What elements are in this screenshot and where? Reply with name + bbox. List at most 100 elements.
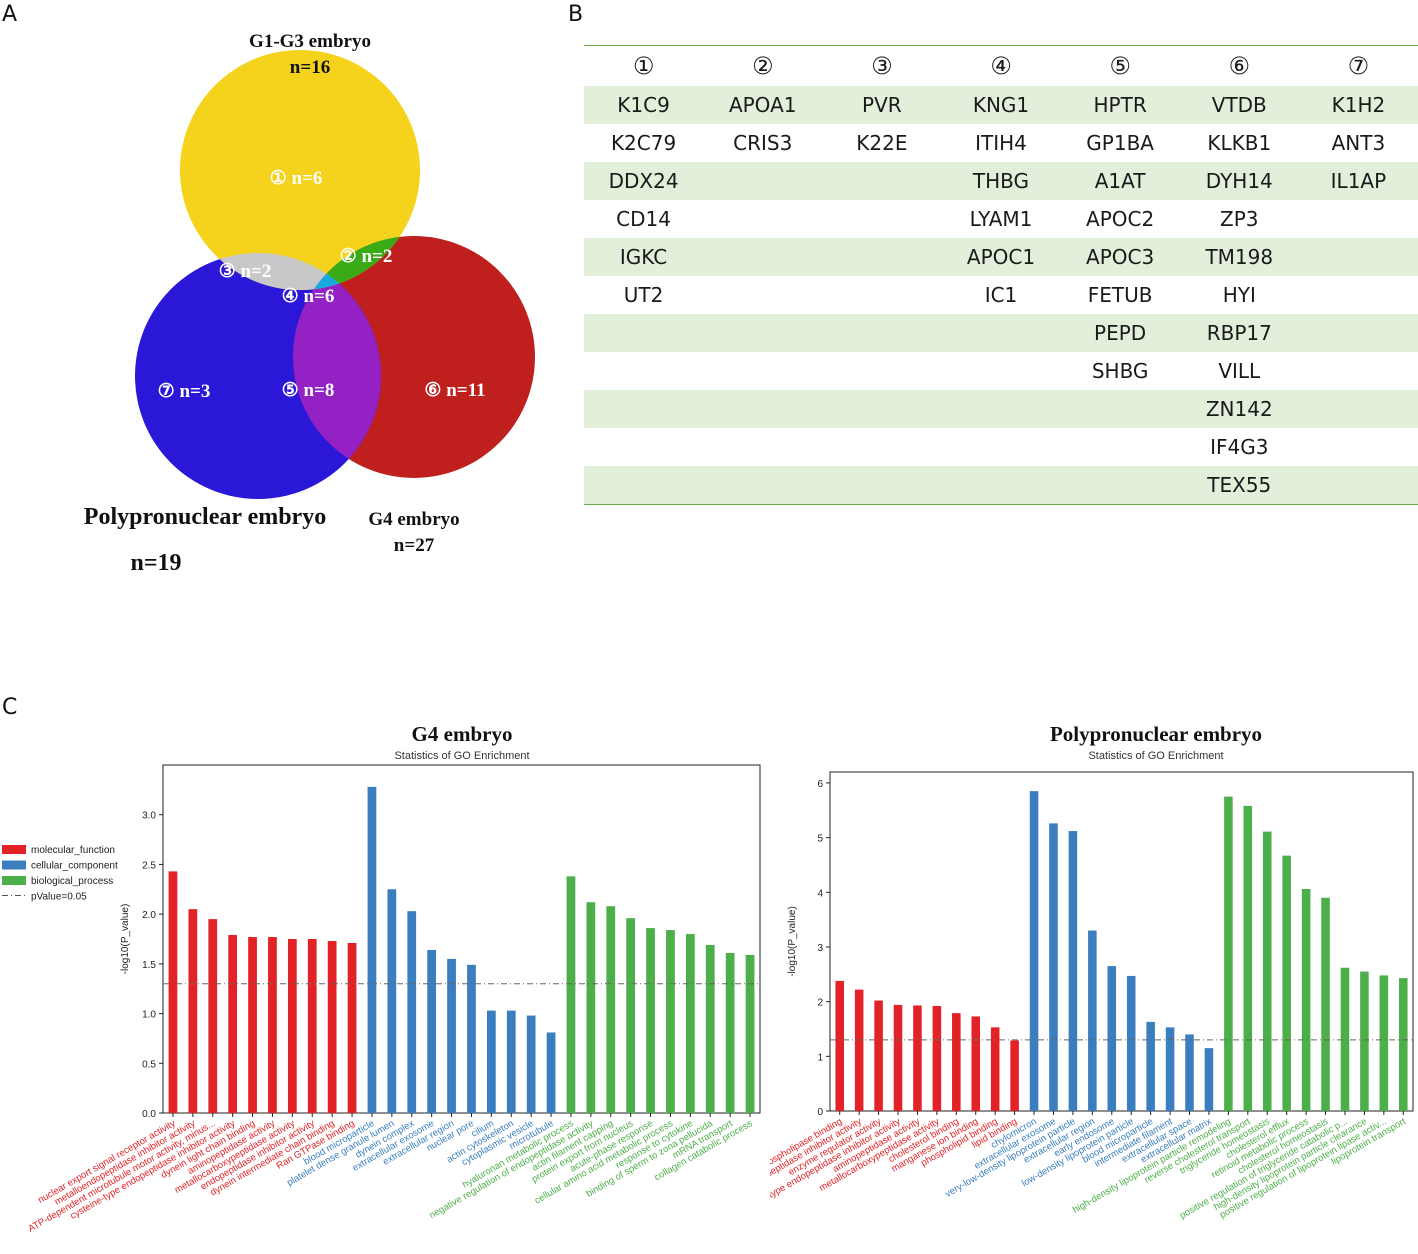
bar xyxy=(586,902,596,1113)
panel-label-c: C xyxy=(2,695,18,720)
y-tick-label: 5 xyxy=(817,834,823,845)
venn-label-7: ⑦ n=3 xyxy=(158,381,211,402)
table-cell xyxy=(941,352,1060,390)
bar xyxy=(546,1032,556,1113)
bar xyxy=(932,1006,942,1111)
table-cell xyxy=(941,314,1061,352)
table-header-6: ⑥ xyxy=(1228,52,1251,80)
bar xyxy=(705,944,715,1113)
table-header-3: ③ xyxy=(871,52,893,80)
table-row: CD14 LYAM1 APOC2 ZP3 xyxy=(584,200,1418,238)
bar xyxy=(1399,978,1408,1111)
bar xyxy=(606,906,616,1113)
table-cell xyxy=(1298,466,1418,505)
table-cell: IF4G3 xyxy=(1210,435,1269,459)
bar xyxy=(248,937,257,1113)
table-row: DDX24 THBG A1AT DYH14 IL1AP xyxy=(584,162,1418,200)
bar xyxy=(913,1005,922,1111)
bar xyxy=(208,919,218,1113)
table-cell xyxy=(584,314,704,352)
table-header-7: ⑦ xyxy=(1347,52,1370,80)
table-cell: ITIH4 xyxy=(975,131,1027,155)
table-cell xyxy=(822,428,941,466)
bar xyxy=(1126,975,1136,1111)
legend-label: cellular_component xyxy=(31,861,118,872)
table-cell: THBG xyxy=(941,162,1061,200)
table-cell: IC1 xyxy=(984,283,1018,307)
table-cell: DDX24 xyxy=(584,162,704,200)
table-row: UT2 IC1 FETUB HYI xyxy=(584,276,1418,314)
table-cell: A1AT xyxy=(1060,162,1180,200)
table-cell xyxy=(703,200,822,238)
table-cell xyxy=(1299,276,1418,314)
y-tick-label: 1.5 xyxy=(142,960,156,971)
bar xyxy=(1010,1040,1019,1111)
table-header-4: ④ xyxy=(990,52,1012,80)
table-cell xyxy=(1299,200,1418,238)
table-cell: GP1BA xyxy=(1086,131,1154,155)
y-tick-label: 0.0 xyxy=(142,1109,156,1120)
table-cell: VILL xyxy=(1218,359,1261,383)
bar xyxy=(835,980,844,1111)
bar xyxy=(990,1027,1000,1111)
bar xyxy=(971,1016,981,1111)
table-cell xyxy=(1299,428,1418,466)
bar xyxy=(1165,1027,1175,1111)
legend-swatch xyxy=(2,876,26,885)
bar xyxy=(168,871,178,1113)
table-cell: APOA1 xyxy=(703,86,823,124)
bar xyxy=(725,952,735,1113)
y-tick-label: 4 xyxy=(817,888,823,899)
bar xyxy=(387,889,397,1113)
table-cell xyxy=(822,162,942,200)
table-header-5: ⑤ xyxy=(1109,52,1131,80)
table-cell xyxy=(584,390,704,428)
plot-frame xyxy=(162,764,761,1114)
bar xyxy=(1049,823,1058,1111)
table-cell: ZN142 xyxy=(1179,390,1299,428)
table-cell xyxy=(822,314,942,352)
y-tick-label: 3 xyxy=(817,943,823,954)
table-cell: FETUB xyxy=(1087,283,1153,307)
table-cell xyxy=(1298,314,1418,352)
table-row: K2C79 CRIS3 K22E ITIH4 GP1BA KLKB1 ANT3 xyxy=(584,124,1418,162)
bar xyxy=(1379,975,1389,1111)
bar xyxy=(347,942,357,1113)
table-header-2: ② xyxy=(751,52,774,80)
plot-frame xyxy=(829,771,1414,1112)
table-cell: K1H2 xyxy=(1298,86,1418,124)
bar xyxy=(327,940,337,1113)
table-cell xyxy=(1060,466,1180,505)
bar xyxy=(228,935,238,1113)
table-cell: KLKB1 xyxy=(1207,131,1272,155)
bar xyxy=(506,1010,516,1113)
chart-title: G4 embryo xyxy=(412,722,513,746)
table-cell xyxy=(1061,428,1180,466)
panel-label-a: A xyxy=(2,2,18,27)
table-cell xyxy=(822,200,941,238)
table-cell xyxy=(703,162,823,200)
table-cell: SHBG xyxy=(1091,359,1149,383)
bar xyxy=(1185,1034,1194,1111)
bar xyxy=(952,1013,961,1111)
table-cell: ANT3 xyxy=(1331,131,1386,155)
table-cell xyxy=(703,428,822,466)
venn-circle-g1-g3 xyxy=(180,50,420,290)
table-cell xyxy=(822,466,942,505)
table-cell xyxy=(703,466,823,505)
set-n-g1-g3: n=16 xyxy=(290,57,330,78)
bar xyxy=(646,928,655,1113)
bar xyxy=(1068,831,1078,1111)
table-cell: VTDB xyxy=(1179,86,1299,124)
table-cell: CRIS3 xyxy=(733,131,793,155)
bar xyxy=(1321,897,1330,1111)
table-cell: HPTR xyxy=(1060,86,1180,124)
table-cell xyxy=(703,352,822,390)
bar xyxy=(745,954,755,1113)
bar xyxy=(307,939,317,1113)
table-row: IGKC APOC1 APOC3 TM198 xyxy=(584,238,1418,276)
table-cell: APOC2 xyxy=(1086,207,1155,231)
go-chart-polypronuclear: Polypronuclear embryo Statistics of GO En… xyxy=(770,715,1418,1254)
table-cell: PVR xyxy=(822,86,942,124)
table-cell xyxy=(1060,390,1180,428)
